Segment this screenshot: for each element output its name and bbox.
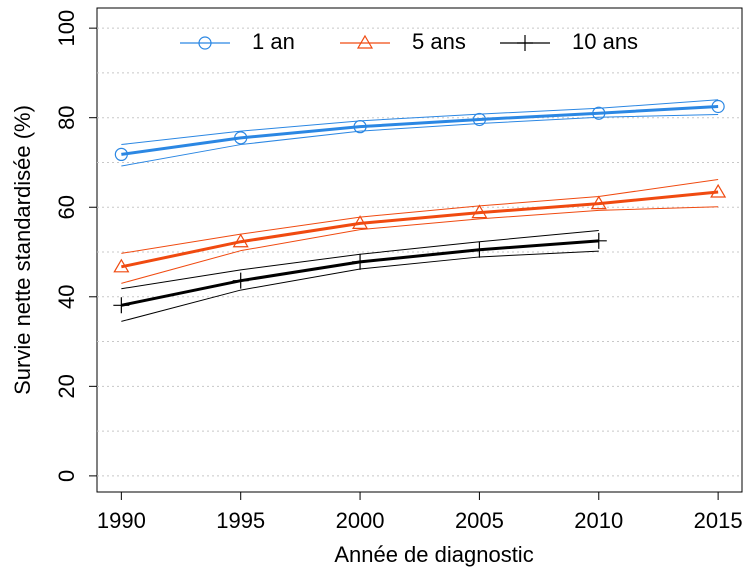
point bbox=[710, 183, 727, 198]
x-tick-label: 2015 bbox=[694, 508, 743, 533]
y-tick-label: 20 bbox=[54, 374, 79, 398]
point bbox=[471, 241, 488, 258]
point bbox=[352, 253, 369, 270]
ci-lower-line bbox=[121, 206, 719, 284]
x-tick-label: 2010 bbox=[574, 508, 623, 533]
point bbox=[232, 272, 249, 289]
x-tick-label: 1990 bbox=[97, 508, 146, 533]
point bbox=[471, 204, 488, 219]
point bbox=[590, 195, 607, 210]
legend-label: 5 ans bbox=[412, 29, 466, 54]
legend-label: 1 an bbox=[252, 29, 295, 54]
plot-frame bbox=[96, 7, 743, 493]
point bbox=[114, 147, 128, 162]
legend-marker bbox=[356, 34, 374, 49]
y-tick-label: 40 bbox=[54, 285, 79, 309]
point bbox=[232, 233, 249, 248]
y-tick-label: 80 bbox=[54, 105, 79, 129]
x-tick-label: 2000 bbox=[336, 508, 385, 533]
point bbox=[113, 258, 130, 273]
legend-marker bbox=[198, 36, 212, 50]
x-tick-label: 2005 bbox=[455, 508, 504, 533]
point bbox=[113, 297, 130, 314]
point bbox=[472, 112, 487, 127]
point bbox=[711, 99, 725, 114]
y-tick-label: 0 bbox=[54, 470, 79, 482]
y-axis-title: Survie nette standardisée (%) bbox=[10, 105, 35, 395]
legend-label: 10 ans bbox=[572, 29, 638, 54]
series-line bbox=[121, 105, 719, 156]
ci-lower-line bbox=[121, 114, 719, 167]
ci-upper-line bbox=[121, 99, 719, 146]
point bbox=[353, 120, 367, 134]
y-tick-label: 60 bbox=[54, 195, 79, 219]
x-tick-label: 1995 bbox=[216, 508, 265, 533]
legend-marker bbox=[517, 35, 533, 51]
series-line bbox=[121, 190, 719, 269]
ci-upper-line bbox=[121, 178, 719, 254]
point bbox=[234, 131, 248, 145]
point bbox=[592, 106, 606, 120]
point bbox=[352, 215, 369, 229]
point bbox=[590, 232, 607, 249]
y-tick-label: 100 bbox=[54, 10, 79, 47]
x-axis-title: Année de diagnostic bbox=[334, 542, 533, 567]
